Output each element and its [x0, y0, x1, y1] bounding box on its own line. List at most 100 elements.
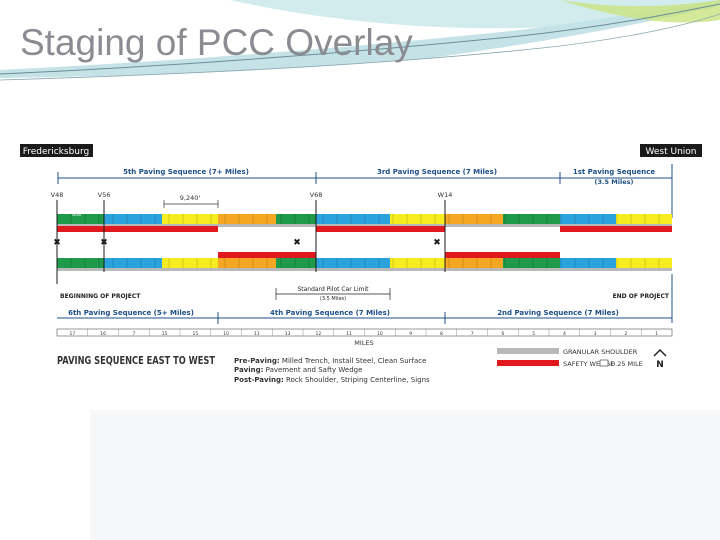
bottom-sequence-arrows	[57, 312, 672, 324]
pavement-segment	[276, 214, 316, 224]
pavement-segment	[390, 258, 445, 268]
mile-number: 9	[409, 331, 412, 337]
note-term: Paving:	[234, 366, 264, 374]
mile-number: 10	[377, 331, 383, 337]
mile-number: 2	[624, 331, 627, 337]
mile-number: 13	[285, 331, 291, 337]
top-sequence-arrows	[57, 164, 673, 218]
mile-number: 1	[655, 331, 658, 337]
station-label: V48	[51, 191, 64, 199]
pavement-segment	[503, 214, 560, 224]
crossover-marker-icon: ✖	[100, 238, 108, 248]
background-shade	[90, 410, 720, 540]
legend-swatch-shoulder	[497, 348, 559, 354]
miles-label: MILES	[354, 339, 373, 347]
north-arrow-icon	[653, 349, 667, 357]
note-line: Post-Paving: Rock Shoulder, Striping Cen…	[234, 376, 430, 384]
mile-number: 16	[100, 331, 106, 337]
note-text: Pavement and Safty Wedge	[266, 366, 363, 374]
mile-number: 12	[316, 331, 322, 337]
pavement-segment	[276, 258, 316, 268]
pavement-segment	[445, 258, 503, 268]
crossover-marker-icon: ✖	[293, 238, 301, 248]
bottom-sequence-label: 2nd Paving Sequence (7 Miles)	[497, 309, 619, 317]
mile-number: 5	[532, 331, 535, 337]
pavement-segment	[560, 214, 616, 224]
pavement-segment	[445, 214, 503, 224]
pavement-segment	[162, 258, 218, 268]
top-sequence-label: 3rd Paving Sequence (7 Miles)	[377, 168, 497, 176]
safety-wedge	[57, 226, 218, 232]
pavement-segment	[104, 258, 162, 268]
mile-number: 4	[563, 331, 566, 337]
left-town-box	[20, 144, 93, 157]
crossover-marker-icon: ✖	[433, 238, 441, 248]
pavement-segment	[390, 214, 445, 224]
right-town-label: West Union	[646, 147, 697, 157]
top-sequence-label: 1st Paving Sequence	[573, 168, 656, 176]
pavement-segment	[162, 214, 218, 224]
bottom-sequence-label: 4th Paving Sequence (7 Miles)	[270, 309, 390, 317]
note-text: Milled Trench, Install Steel, Clean Surf…	[282, 357, 427, 365]
mile-number: 6	[501, 331, 504, 337]
dimension-line	[163, 200, 219, 208]
safety-wedge	[445, 252, 560, 258]
note-term: Post-Paving:	[234, 376, 284, 384]
diagram-heading: PAVING SEQUENCE EAST TO WEST	[57, 354, 215, 367]
mile-number: 3	[594, 331, 597, 337]
bottom-sequence-label: 6th Paving Sequence (5+ Miles)	[68, 309, 194, 317]
paving-sequence-diagram: Fredericksburg West Union 5th Paving Seq…	[20, 144, 702, 384]
pavement-segment	[104, 214, 162, 224]
pilot-car-sub: (3.5 Miles)	[320, 296, 346, 302]
pavement-segment	[616, 214, 672, 224]
station-label: W14	[438, 191, 453, 199]
note-line: Paving: Pavement and Safty Wedge	[234, 366, 362, 374]
right-town-box	[640, 144, 702, 157]
crossover-markers: ✖ ✖ ✖ ✖	[53, 238, 441, 248]
crossover-marker-icon: ✖	[53, 238, 61, 248]
station-label: V68	[310, 191, 323, 199]
pavement-segment	[316, 258, 390, 268]
beginning-label: BEGINNING OF PROJECT	[60, 293, 141, 300]
scale-label: 0.25 MILE	[611, 360, 643, 368]
left-town-label: Fredericksburg	[23, 147, 90, 157]
mile-number: 17	[70, 331, 76, 337]
pavement-segment	[218, 214, 276, 224]
end-label: END OF PROJECT	[613, 293, 670, 300]
mile-number: 11	[254, 331, 260, 337]
mile-number: 8	[440, 331, 443, 337]
north-label: N	[656, 360, 664, 370]
note-line: Pre-Paving: Milled Trench, Install Steel…	[234, 357, 426, 365]
note-term: Pre-Paving:	[234, 357, 280, 365]
header-swoosh-decoration	[0, 0, 720, 81]
granular-shoulder	[57, 268, 672, 271]
dimension-label: 9,240'	[180, 194, 201, 202]
pilot-car-line	[275, 288, 391, 300]
upper-lane	[57, 214, 672, 232]
station-label: V56	[98, 191, 111, 199]
granular-shoulder	[57, 224, 672, 227]
note-text: Rock Shoulder, Striping Centerline, Sign…	[286, 376, 430, 384]
pavement-segment	[57, 214, 104, 224]
legend-label: SAFETY WEDGE	[563, 360, 614, 368]
mile-number: 10	[223, 331, 229, 337]
slide-title: Staging of PCC Overlay	[20, 22, 413, 63]
scale-swatch	[599, 359, 609, 367]
mile-number: 15	[162, 331, 168, 337]
mile-number: 11	[346, 331, 352, 337]
pilot-car-label: Standard Pilot Car Limit	[297, 286, 369, 293]
top-sequence-label: 5th Paving Sequence (7+ Miles)	[123, 168, 249, 176]
mile-number: 7	[471, 331, 474, 337]
safety-wedge	[218, 252, 316, 258]
legend-swatch-wedge	[497, 360, 559, 366]
lower-lane	[57, 252, 672, 271]
mile-number: 7	[132, 331, 135, 337]
legend-label: GRANULAR SHOULDER	[563, 348, 638, 356]
pavement-segment	[616, 258, 672, 268]
pavement-segment	[218, 258, 276, 268]
mile-number: 15	[193, 331, 199, 337]
safety-wedge	[316, 226, 445, 232]
station-lines	[56, 200, 446, 284]
top-sequence-sub: (3.5 Miles)	[595, 178, 634, 186]
pavement-segment	[560, 258, 616, 268]
